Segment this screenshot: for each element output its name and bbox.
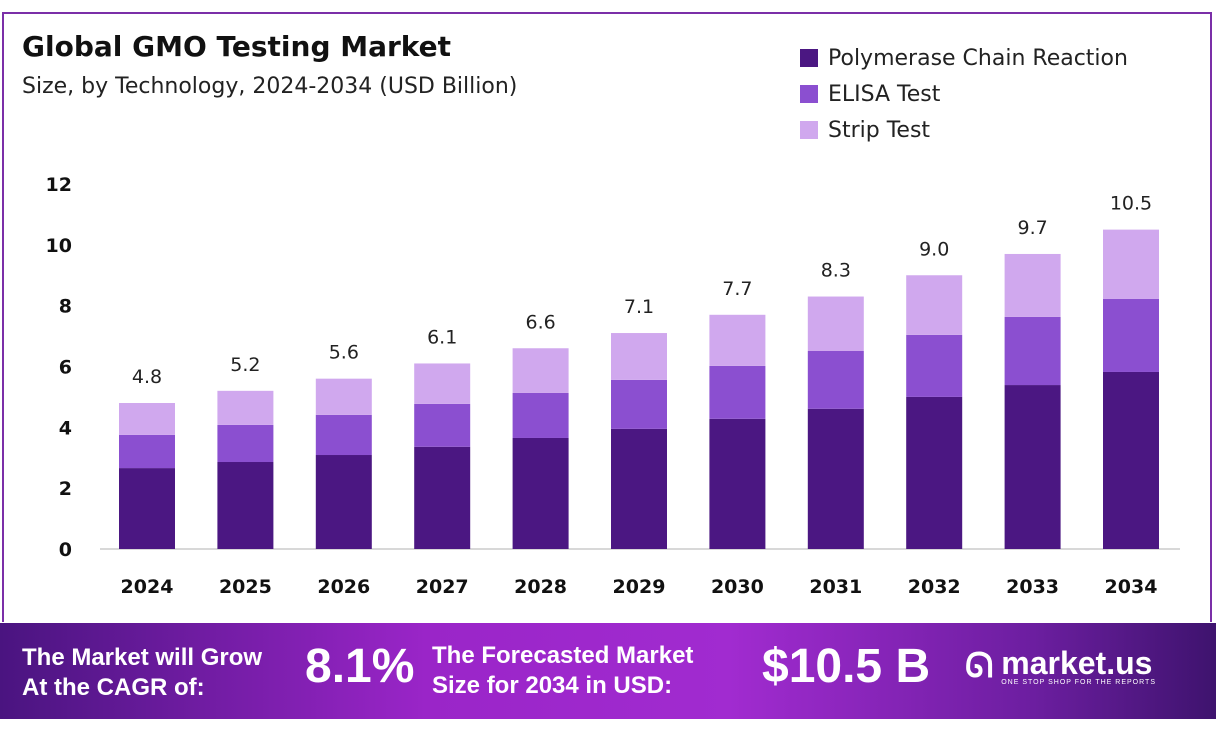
legend-swatch — [800, 121, 818, 139]
bar-segment-polymerase-chain-reaction — [1004, 385, 1061, 549]
cagr-value: 8.1% — [305, 640, 415, 693]
bar-segment-strip-test — [1004, 253, 1061, 317]
bar-segment-elisa-test — [512, 392, 569, 438]
bar-segment-elisa-test — [709, 365, 766, 419]
bar-segment-elisa-test — [119, 434, 175, 469]
total-label: 6.1 — [427, 326, 457, 348]
bar-segment-polymerase-chain-reaction — [611, 428, 667, 549]
forecast-label: The Forecasted Market Size for 2034 in US… — [432, 641, 693, 701]
forecast-value: $10.5 B — [762, 640, 931, 693]
total-label: 7.1 — [624, 296, 654, 318]
bar-segment-polymerase-chain-reaction — [906, 396, 963, 549]
bar-segment-strip-test — [807, 296, 864, 351]
legend-swatch — [800, 49, 818, 67]
legend: Polymerase Chain Reaction ELISA Test Str… — [800, 40, 1128, 148]
legend-label: ELISA Test — [828, 81, 941, 107]
logo-tagline: ONE STOP SHOP FOR THE REPORTS — [1001, 679, 1157, 686]
bar-segment-polymerase-chain-reaction — [315, 455, 372, 549]
bar-segment-polymerase-chain-reaction — [512, 437, 569, 549]
bar-segment-polymerase-chain-reaction — [414, 446, 471, 549]
bar-segment-strip-test — [512, 348, 569, 393]
x-tick-label: 2027 — [416, 576, 469, 598]
forecast-label-line: Size for 2034 in USD: — [432, 672, 673, 699]
x-tick-label: 2024 — [121, 576, 174, 598]
cagr-label-line: The Market will Grow — [22, 644, 263, 671]
total-label: 9.0 — [919, 238, 949, 260]
bar-segment-elisa-test — [611, 379, 667, 429]
x-tick-label: 2025 — [219, 576, 272, 598]
logo-name: market.us — [1001, 645, 1153, 681]
summary-banner: The Market will Grow At the CAGR of: 8.1%… — [0, 623, 1216, 719]
x-tick-label: 2034 — [1105, 576, 1158, 598]
bar-segment-polymerase-chain-reaction — [1103, 371, 1159, 549]
bar-segment-strip-test — [709, 314, 766, 366]
bar-segment-strip-test — [119, 403, 175, 435]
bar-segment-strip-test — [414, 363, 471, 404]
total-label: 5.2 — [230, 354, 260, 376]
cagr-label-line: At the CAGR of: — [22, 674, 205, 701]
total-label: 5.6 — [329, 342, 359, 364]
chart-subtitle: Size, by Technology, 2024-2034 (USD Bill… — [22, 74, 518, 99]
legend-label: Strip Test — [828, 117, 931, 143]
cagr-label: The Market will Grow At the CAGR of: — [22, 643, 262, 703]
total-label: 9.7 — [1017, 217, 1047, 239]
legend-item-strip: Strip Test — [800, 112, 1128, 148]
x-tick-label: 2033 — [1006, 576, 1059, 598]
x-tick-label: 2032 — [908, 576, 961, 598]
bar-segment-strip-test — [315, 378, 372, 415]
bar-segment-polymerase-chain-reaction — [119, 468, 175, 549]
legend-swatch — [800, 85, 818, 103]
total-label: 4.8 — [132, 366, 162, 388]
total-label: 10.5 — [1110, 193, 1152, 215]
x-tick-label: 2029 — [613, 576, 666, 598]
bar-segment-strip-test — [611, 333, 667, 380]
y-tick-label: 2 — [59, 478, 72, 500]
total-label: 7.7 — [722, 278, 752, 300]
legend-item-pcr: Polymerase Chain Reaction — [800, 40, 1128, 76]
chart-frame — [2, 12, 1212, 622]
bar-segment-elisa-test — [217, 424, 274, 463]
bar-segment-strip-test — [906, 275, 963, 335]
x-tick-label: 2028 — [514, 576, 567, 598]
legend-item-elisa: ELISA Test — [800, 76, 1128, 112]
total-label: 6.6 — [525, 311, 555, 333]
total-label: 8.3 — [821, 260, 851, 282]
bar-segment-polymerase-chain-reaction — [709, 418, 766, 549]
logo-icon: ᘏ — [965, 647, 994, 685]
y-tick-label: 10 — [46, 235, 72, 257]
marketus-logo: ᘏ market.us ONE STOP SHOP FOR THE REPORTS — [965, 647, 1156, 686]
bar-segment-polymerase-chain-reaction — [807, 408, 864, 549]
legend-label: Polymerase Chain Reaction — [828, 45, 1128, 71]
bar-segment-elisa-test — [1004, 316, 1061, 386]
bar-segment-elisa-test — [414, 403, 471, 447]
x-tick-label: 2031 — [809, 576, 862, 598]
bar-segment-strip-test — [1103, 229, 1159, 299]
bar-segment-elisa-test — [807, 350, 864, 409]
bar-segment-elisa-test — [1103, 298, 1159, 372]
y-tick-label: 0 — [59, 539, 72, 561]
y-tick-label: 4 — [59, 417, 72, 439]
x-tick-label: 2026 — [317, 576, 370, 598]
bar-segment-polymerase-chain-reaction — [217, 462, 274, 549]
y-tick-label: 6 — [59, 357, 72, 379]
forecast-label-line: The Forecasted Market — [432, 642, 694, 669]
bar-chart: 0 2 4 6 8 10 12 4.8 2024 5.2 2025 5.6 2026 6.1 2027 6.6… — [46, 174, 1180, 598]
bar-segment-elisa-test — [315, 414, 372, 456]
bar-segment-elisa-test — [906, 334, 963, 397]
chart-title: Global GMO Testing Market — [22, 30, 452, 63]
x-tick-label: 2030 — [711, 576, 764, 598]
y-tick-label: 12 — [46, 174, 72, 196]
bar-segment-strip-test — [217, 390, 274, 425]
y-tick-label: 8 — [59, 296, 72, 318]
